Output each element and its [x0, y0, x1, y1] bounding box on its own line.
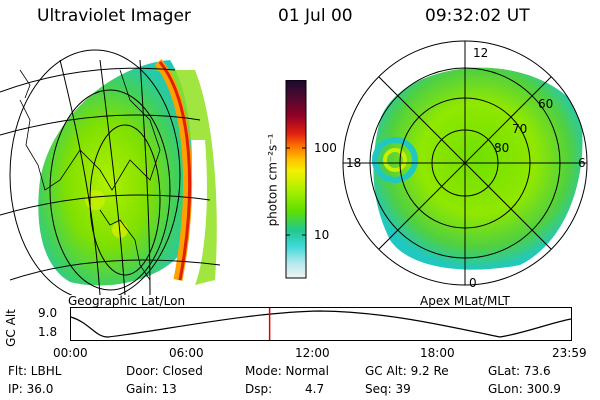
polar-plot	[342, 40, 588, 286]
timeline-ytick-max: 9.0	[38, 306, 58, 320]
timeline-xtick-1200: 12:00	[295, 346, 330, 360]
polar-label: Apex MLat/MLT	[420, 294, 510, 308]
timeline-axis-label: GC Alt	[3, 309, 18, 347]
geographic-image	[0, 49, 221, 295]
timeline-ytick-min: 1.8	[38, 325, 58, 339]
timeline-plot	[70, 307, 572, 341]
colorbar	[285, 80, 307, 279]
info-dsp-label: Dsp:	[245, 382, 273, 396]
mlt-label-0: 0	[469, 276, 477, 290]
mlat-label-60: 60	[538, 97, 554, 111]
timeline-xtick-1800: 18:00	[420, 346, 455, 360]
colorbar-tick-100: 100	[314, 141, 337, 155]
info-gain: Gain: 13	[126, 382, 177, 396]
info-ip: IP: 36.0	[8, 382, 54, 396]
info-glon: GLon: 300.9	[488, 382, 561, 396]
timeline-xtick-0600: 06:00	[169, 346, 204, 360]
info-gc-alt: GC Alt: 9.2 Re	[365, 364, 449, 378]
mlt-label-6: 6	[578, 156, 586, 170]
info-filter: Flt: LBHL	[8, 364, 62, 378]
colorbar-unit-label: photon cm⁻²s⁻¹	[265, 133, 280, 227]
app-title: Ultraviolet Imager	[37, 6, 191, 26]
timeline-xtick-2359: 23:59	[552, 346, 587, 360]
mlat-label-80: 80	[494, 141, 510, 155]
info-mode: Mode: Normal	[245, 364, 329, 378]
colorbar-tick-10: 10	[314, 228, 330, 242]
geographic-label: Geographic Lat/Lon	[68, 294, 186, 308]
mlat-label-70: 70	[512, 122, 528, 136]
info-dsp-value: 4.7	[305, 382, 325, 396]
info-door: Door: Closed	[126, 364, 203, 378]
mlt-label-18: 18	[346, 156, 362, 170]
info-glat: GLat: 73.6	[488, 364, 551, 378]
observation-time: 09:32:02 UT	[425, 6, 530, 26]
observation-date: 01 Jul 00	[278, 6, 353, 26]
timeline-xtick-0000: 00:00	[53, 346, 88, 360]
info-seq: Seq: 39	[365, 382, 411, 396]
mlt-label-12: 12	[473, 46, 489, 60]
